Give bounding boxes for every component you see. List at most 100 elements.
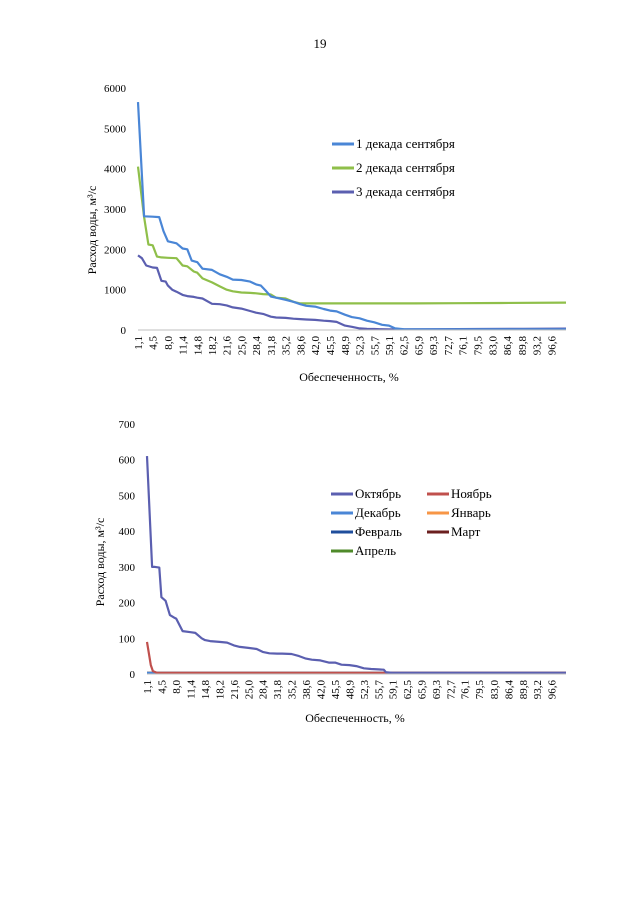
x-tick-label: 79,5 [474, 680, 486, 700]
x-tick-label: 28,4 [258, 680, 270, 700]
x-tick-label: 1,1 [133, 336, 145, 350]
x-tick-label: 35,2 [286, 680, 298, 699]
x-tick-label: 86,4 [503, 680, 515, 700]
y-tick-label: 600 [119, 455, 136, 467]
x-tick-label: 96,6 [546, 336, 558, 356]
x-tick-label: 18,2 [207, 336, 219, 355]
y-tick-label: 300 [119, 562, 136, 574]
x-tick-label: 21,6 [229, 680, 241, 700]
y-tick-label: 5000 [104, 123, 127, 135]
x-tick-label: 89,8 [517, 336, 529, 356]
x-tick-label: 72,7 [445, 680, 457, 700]
x-tick-label: 8,0 [171, 680, 183, 694]
x-tick-label: 14,8 [200, 680, 212, 700]
x-tick-label: 28,4 [251, 336, 263, 356]
x-tick-label: 4,5 [148, 336, 160, 350]
x-tick-label: 69,3 [431, 680, 443, 700]
x-tick-label: 45,5 [330, 680, 342, 700]
x-tick-label: 52,3 [355, 336, 367, 356]
y-tick-label: 3000 [104, 204, 127, 216]
x-tick-label: 55,7 [373, 680, 385, 700]
series-line [136, 102, 566, 331]
y-tick-label: 6000 [104, 83, 127, 95]
page-number: 19 [313, 36, 327, 51]
legend-label: Октябрь [355, 486, 401, 501]
x-tick-label: 31,8 [272, 680, 284, 700]
plot-area [136, 102, 567, 331]
legend: 1 декада сентября 2 декада сентября 3 дека… [332, 136, 455, 199]
y-tick-label: 700 [119, 419, 136, 431]
y-tick-label: 400 [119, 526, 136, 538]
x-axis: 1,1 4,5 8,0 11,4 14,8 18,2 21,6 25,0 28,4 31,8 35,… [133, 329, 566, 356]
x-tick-label: 76,1 [458, 336, 470, 355]
x-tick-label: 48,9 [345, 680, 357, 700]
x-tick-label: 83,0 [489, 680, 501, 700]
x-tick-label: 96,6 [547, 680, 559, 700]
legend-label: Январь [451, 505, 491, 520]
x-tick-label: 65,9 [413, 336, 425, 356]
x-tick-label: 69,3 [428, 336, 440, 356]
x-tick-label: 4,5 [156, 680, 168, 694]
y-tick-label: 200 [119, 598, 136, 610]
x-tick-label: 93,2 [532, 336, 544, 355]
y-axis-label: Расход воды, м³/с [85, 186, 99, 275]
x-tick-label: 21,6 [222, 336, 234, 356]
x-tick-label: 59,1 [388, 680, 400, 699]
x-tick-label: 52,3 [359, 680, 371, 700]
x-tick-label: 79,5 [472, 336, 484, 356]
x-tick-label: 62,5 [399, 336, 411, 356]
y-tick-label: 100 [119, 633, 136, 645]
x-tick-label: 45,5 [325, 336, 337, 356]
legend-label: Апрель [355, 543, 396, 558]
x-tick-label: 42,0 [310, 336, 322, 356]
x-tick-label: 38,6 [295, 336, 307, 356]
y-tick-label: 4000 [104, 164, 127, 176]
y-tick-label: 0 [121, 325, 127, 337]
x-tick-label: 35,2 [281, 336, 293, 355]
series-line [137, 254, 567, 331]
series-line [145, 641, 566, 674]
series-line [145, 456, 566, 674]
legend-label: Март [451, 524, 481, 539]
x-tick-label: 72,7 [443, 336, 455, 356]
x-tick-label: 89,8 [518, 680, 530, 700]
x-tick-label: 93,2 [532, 680, 544, 699]
legend-label: Ноябрь [451, 486, 492, 501]
x-tick-label: 86,4 [502, 336, 514, 356]
x-axis-label: Обеспеченность, % [299, 370, 399, 384]
x-axis-label: Обеспеченность, % [305, 711, 405, 725]
x-tick-label: 31,8 [266, 336, 278, 356]
series-line [136, 166, 567, 305]
x-tick-label: 25,0 [236, 336, 248, 356]
y-axis-label: Расход воды, м³/с [93, 518, 107, 607]
x-tick-label: 62,5 [402, 680, 414, 700]
x-tick-label: 8,0 [163, 336, 175, 350]
x-tick-label: 14,8 [192, 336, 204, 356]
x-tick-label: 83,0 [487, 336, 499, 356]
y-axis: 0 1000 2000 3000 4000 5000 6000 [104, 83, 127, 337]
legend-label: 3 декада сентября [356, 184, 455, 199]
x-tick-label: 1,1 [142, 680, 154, 694]
legend-label: 2 декада сентября [356, 160, 455, 175]
plot-area [145, 456, 566, 674]
x-tick-label: 11,4 [186, 680, 198, 699]
x-tick-label: 55,7 [369, 336, 381, 356]
x-tick-label: 48,9 [340, 336, 352, 356]
legend-label: Февраль [355, 524, 402, 539]
y-tick-label: 0 [130, 669, 136, 681]
legend-label: Декабрь [355, 505, 401, 520]
x-tick-label: 25,0 [243, 680, 255, 700]
legend-label: 1 декада сентября [356, 136, 455, 151]
x-tick-label: 18,2 [214, 680, 226, 699]
y-tick-label: 2000 [104, 244, 127, 256]
x-tick-label: 76,1 [460, 680, 472, 699]
y-tick-label: 500 [119, 490, 136, 502]
x-tick-label: 65,9 [417, 680, 429, 700]
legend: Октябрь Ноябрь Декабрь Январь Февраль Март Апр… [331, 486, 492, 558]
x-tick-label: 11,4 [178, 336, 190, 355]
y-axis: 0 100 200 300 400 500 600 700 [119, 419, 136, 681]
x-tick-label: 38,6 [301, 680, 313, 700]
x-tick-label: 59,1 [384, 336, 396, 355]
x-axis: 1,1 4,5 8,0 11,4 14,8 18,2 21,6 25,0 28,4 31,8 35,… [142, 673, 566, 700]
